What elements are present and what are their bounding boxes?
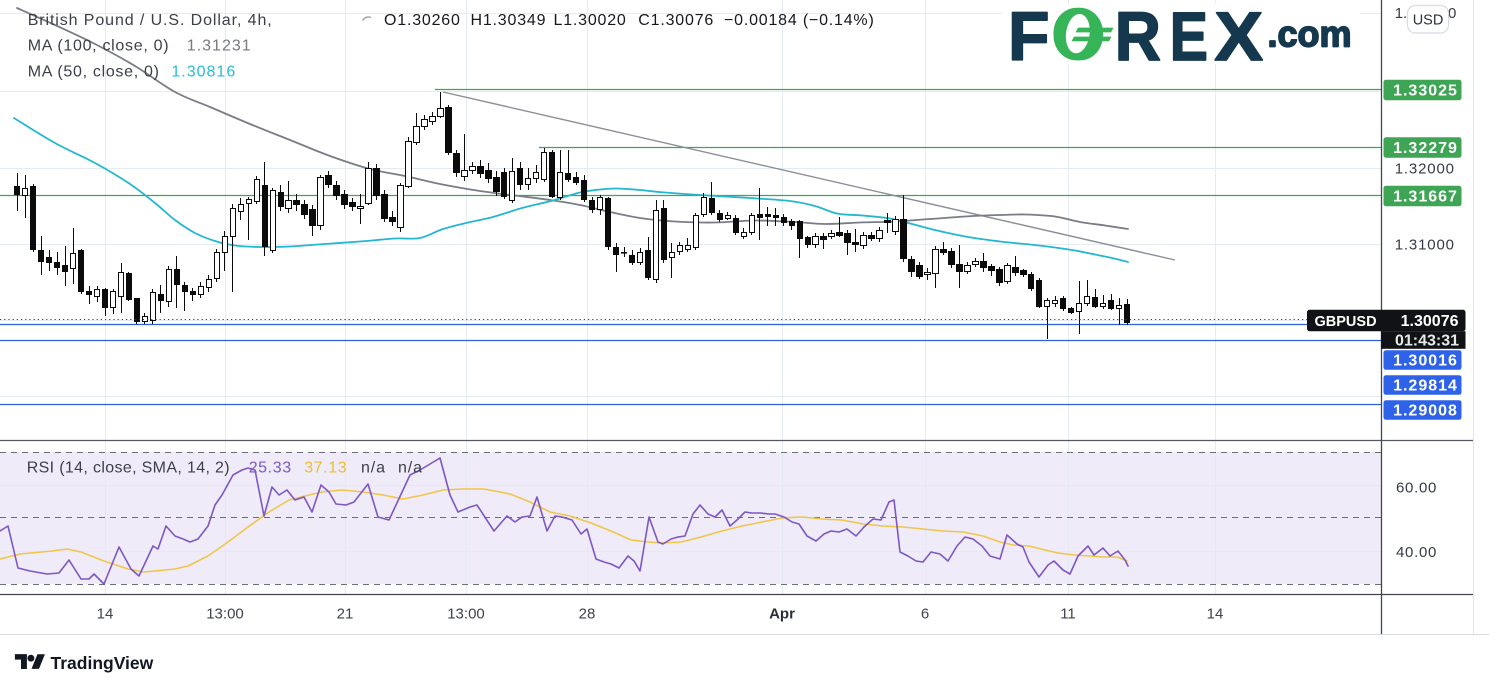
svg-text:RSI (14, close, SMA, 14, 2): RSI (14, close, SMA, 14, 2) (27, 460, 230, 477)
svg-text:R: R (1115, 0, 1161, 75)
svg-text:14: 14 (97, 606, 114, 623)
svg-text:USD: USD (1413, 13, 1444, 29)
svg-text:1.29814: 1.29814 (1393, 378, 1458, 395)
svg-text:1.32279: 1.32279 (1393, 140, 1458, 157)
svg-text:11: 11 (1060, 606, 1076, 623)
svg-text:E: E (1170, 0, 1208, 75)
svg-text:1.29008: 1.29008 (1393, 403, 1458, 420)
svg-text:X: X (1215, 0, 1264, 75)
svg-text:13:00: 13:00 (206, 606, 244, 623)
svg-text:21: 21 (337, 606, 354, 623)
svg-text:28: 28 (579, 606, 596, 623)
svg-text:1.30816: 1.30816 (171, 64, 236, 81)
svg-text:1.31231: 1.31231 (187, 38, 252, 55)
svg-text:1.31000: 1.31000 (1395, 237, 1455, 254)
svg-text:25.33: 25.33 (249, 460, 292, 477)
svg-text:1.: 1. (1395, 5, 1408, 22)
svg-text:C1.30076: C1.30076 (638, 12, 714, 29)
svg-text:TradingView: TradingView (51, 653, 154, 673)
svg-text:1.31667: 1.31667 (1393, 189, 1458, 206)
svg-text:1.33025: 1.33025 (1393, 83, 1458, 100)
svg-text:1.32000: 1.32000 (1395, 160, 1455, 177)
svg-text:−0.00184 (−0.14%): −0.00184 (−0.14%) (724, 12, 875, 29)
svg-text:14: 14 (1207, 606, 1224, 623)
svg-text:British Pound / U.S. Dollar, 4: British Pound / U.S. Dollar, 4h, (28, 12, 273, 29)
svg-text:MA (100, close, 0): MA (100, close, 0) (28, 38, 170, 55)
svg-text:01:43:31: 01:43:31 (1395, 333, 1459, 350)
svg-text:1.30016: 1.30016 (1393, 353, 1458, 370)
svg-text:F: F (1008, 0, 1050, 75)
svg-text:n/a: n/a (361, 460, 386, 477)
svg-text:6: 6 (921, 606, 929, 623)
svg-text:GBPUSD: GBPUSD (1315, 314, 1377, 330)
svg-text:O1.30260: O1.30260 (384, 12, 461, 29)
svg-text:37.13: 37.13 (304, 460, 347, 477)
svg-text:.com: .com (1268, 14, 1352, 55)
svg-text:H1.30349: H1.30349 (471, 12, 547, 29)
svg-text:L1.30020: L1.30020 (554, 12, 627, 29)
svg-text:MA (50, close, 0): MA (50, close, 0) (28, 64, 160, 81)
svg-text:1.30076: 1.30076 (1401, 313, 1459, 330)
svg-text:40.00: 40.00 (1396, 544, 1437, 561)
svg-text:13:00: 13:00 (447, 606, 485, 623)
svg-text:Apr: Apr (769, 606, 795, 623)
svg-text:0: 0 (1448, 5, 1456, 22)
svg-text:n/a: n/a (398, 460, 423, 477)
svg-text:60.00: 60.00 (1396, 479, 1437, 496)
